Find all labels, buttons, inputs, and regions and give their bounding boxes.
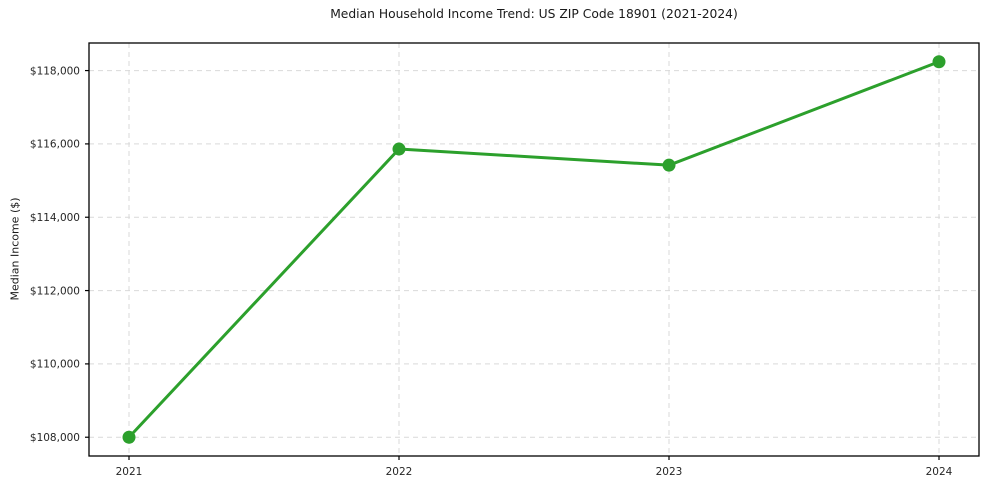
income-trend-line bbox=[127, 60, 941, 439]
y-tick-label: $116,000 bbox=[30, 139, 80, 151]
data-point-marker bbox=[932, 55, 946, 69]
x-tick-label: 2024 bbox=[926, 466, 953, 478]
x-tick-label: 2023 bbox=[656, 466, 683, 478]
plot-border bbox=[88, 42, 980, 457]
chart-title: Median Household Income Trend: US ZIP Co… bbox=[330, 7, 738, 21]
data-point-marker bbox=[392, 142, 406, 156]
data-point-marker bbox=[662, 158, 676, 172]
x-tick-label: 2021 bbox=[116, 466, 143, 478]
x-tick-label: 2022 bbox=[386, 466, 413, 478]
y-tick-label: $118,000 bbox=[30, 65, 80, 77]
data-point-marker bbox=[122, 430, 136, 444]
y-tick-label: $108,000 bbox=[30, 432, 80, 444]
y-tick-label: $112,000 bbox=[30, 285, 80, 297]
y-tick-label: $110,000 bbox=[30, 359, 80, 371]
y-tick-label: $114,000 bbox=[30, 212, 80, 224]
